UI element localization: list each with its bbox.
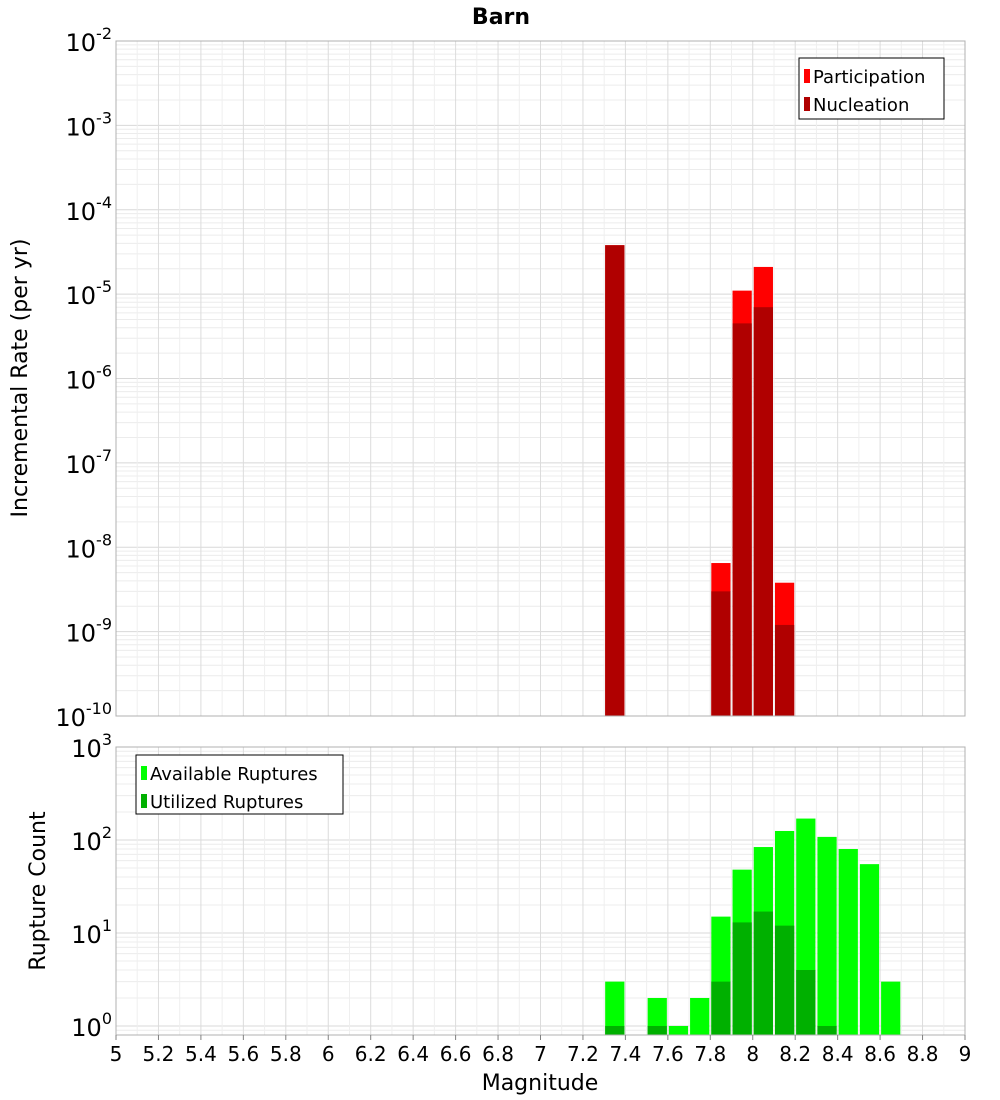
x-tick-label: 6 [322,1042,335,1066]
bottom-bar-series1 [647,997,667,1035]
x-tick-label: 5 [110,1042,123,1066]
bottom-legend: Available Ruptures Utilized Ruptures [135,754,344,815]
top-bar-series2 [774,624,795,716]
x-tick-label: 8.2 [779,1042,811,1066]
bottom-bar-series2 [817,1025,837,1035]
top-y-tick-label: 10-9 [66,615,113,648]
bottom-bar-series1 [859,864,880,1035]
top-bars [605,245,795,717]
bottom-bar-series2 [732,922,752,1035]
top-bar-series2 [605,245,625,717]
top-bar-series2 [732,323,752,716]
bottom-bar-series1 [881,981,901,1035]
bottom-bar-series2 [711,981,731,1035]
x-tick-label: 5.4 [185,1042,217,1066]
bottom-legend-swatch [141,794,147,808]
bottom-y-tick-labels: 103 102 101 100 [71,730,112,1042]
top-plot-frame [115,40,966,717]
x-tick-label: 6.2 [355,1042,387,1066]
top-y-tick-label: 10-2 [66,24,113,57]
x-tick-label: 7.2 [567,1042,599,1066]
top-y-tick-label: 10-4 [66,193,113,226]
bottom-bar-series2 [605,1025,625,1035]
x-tick-label: 5.8 [270,1042,302,1066]
x-tick-label: 8.8 [907,1042,939,1066]
bottom-y-tick-label: 102 [71,823,112,856]
top-y-tick-labels: 10-2 10-3 10-4 10-5 10-6 10-7 10-8 10-9 10-10 [55,24,112,732]
top-legend-swatch [804,69,810,83]
bottom-legend-swatch [141,766,147,780]
top-legend-swatch [804,97,810,111]
bottom-y-tick-label: 101 [71,916,112,949]
top-y-axis-title: Incremental Rate (per yr) [8,239,33,518]
bottom-plot-panel: 103 102 101 100 5 5.2 5.4 5.6 5.8 6 6.2 6.4 6.6 6.8 7… [26,730,971,1096]
top-legend-label: Nucleation [813,95,909,116]
bottom-bar-series2 [647,1025,667,1035]
top-legend: Participation Nucleation [798,57,945,120]
bottom-bar-series1 [817,836,837,1035]
x-axis-title: Magnitude [482,1071,599,1096]
x-tick-labels: 5 5.2 5.4 5.6 5.8 6 6.2 6.4 6.6 6.8 7 7.2 7.4 7.6 7.8 8… [110,1035,972,1066]
bottom-y-axis-title: Rupture Count [26,811,51,971]
top-y-tick-label: 10-7 [66,446,113,479]
chart-title: Barn [472,5,530,30]
bottom-bar-series1 [668,1025,689,1035]
bottom-bar-series2 [796,969,816,1035]
x-tick-label: 9 [959,1042,972,1066]
top-y-tick-label: 10-8 [66,530,113,563]
top-y-tick-label: 10-3 [66,108,113,141]
bottom-bars [605,818,901,1035]
top-bar-series2 [711,591,731,716]
x-tick-label: 7.4 [609,1042,641,1066]
top-bar-series2 [753,307,773,716]
bottom-y-tick-label: 103 [71,730,112,763]
x-tick-label: 7 [534,1042,547,1066]
x-tick-label: 8.6 [864,1042,896,1066]
top-legend-frame [798,57,945,120]
x-tick-label: 6.6 [440,1042,472,1066]
x-tick-label: 7.6 [652,1042,684,1066]
x-tick-label: 6.4 [397,1042,429,1066]
bottom-legend-label: Utilized Ruptures [150,792,303,813]
top-legend-label: Participation [813,67,925,88]
bottom-bar-series1 [838,849,858,1035]
top-y-tick-label: 10-10 [55,699,112,732]
top-y-tick-label: 10-5 [66,277,113,310]
bottom-bar-series2 [774,925,795,1035]
x-tick-label: 6.8 [482,1042,514,1066]
top-grid [115,41,966,717]
bottom-legend-label: Available Ruptures [150,764,318,785]
top-plot-panel: 10-2 10-3 10-4 10-5 10-6 10-7 10-8 10-9 10-10 In… [8,24,966,732]
bottom-bar-series1 [605,981,625,1035]
x-tick-label: 8.4 [822,1042,854,1066]
x-tick-label: 5.2 [143,1042,175,1066]
x-tick-label: 5.6 [227,1042,259,1066]
bottom-y-tick-label: 100 [71,1009,112,1042]
top-y-tick-label: 10-6 [66,362,113,395]
x-tick-label: 8 [746,1042,759,1066]
bottom-bar-series1 [690,997,710,1035]
bottom-bar-series2 [753,911,773,1035]
bottom-legend-frame [135,754,344,815]
x-tick-label: 7.8 [694,1042,726,1066]
